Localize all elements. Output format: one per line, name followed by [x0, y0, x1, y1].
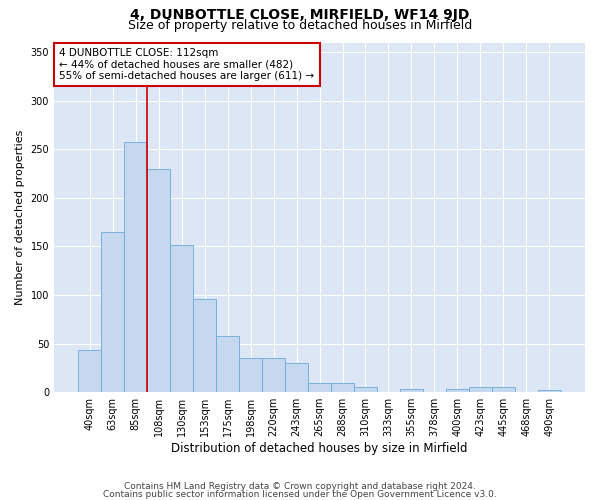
Bar	[308, 384, 331, 392]
Text: Contains HM Land Registry data © Crown copyright and database right 2024.: Contains HM Land Registry data © Crown c…	[124, 482, 476, 491]
Text: 4, DUNBOTTLE CLOSE, MIRFIELD, WF14 9JD: 4, DUNBOTTLE CLOSE, MIRFIELD, WF14 9JD	[130, 8, 470, 22]
Bar	[446, 390, 469, 392]
Bar	[262, 358, 285, 392]
Bar	[170, 244, 193, 392]
Bar	[78, 350, 101, 392]
X-axis label: Distribution of detached houses by size in Mirfield: Distribution of detached houses by size …	[171, 442, 468, 455]
Bar	[101, 232, 124, 392]
Text: Contains public sector information licensed under the Open Government Licence v3: Contains public sector information licen…	[103, 490, 497, 499]
Bar	[147, 169, 170, 392]
Bar	[285, 363, 308, 392]
Bar	[124, 142, 147, 392]
Y-axis label: Number of detached properties: Number of detached properties	[15, 130, 25, 305]
Bar	[354, 388, 377, 392]
Text: 4 DUNBOTTLE CLOSE: 112sqm
← 44% of detached houses are smaller (482)
55% of semi: 4 DUNBOTTLE CLOSE: 112sqm ← 44% of detac…	[59, 48, 314, 81]
Text: Size of property relative to detached houses in Mirfield: Size of property relative to detached ho…	[128, 19, 472, 32]
Bar	[193, 299, 216, 392]
Bar	[216, 336, 239, 392]
Bar	[469, 388, 492, 392]
Bar	[239, 358, 262, 392]
Bar	[538, 390, 561, 392]
Bar	[331, 384, 354, 392]
Bar	[400, 390, 423, 392]
Bar	[492, 388, 515, 392]
